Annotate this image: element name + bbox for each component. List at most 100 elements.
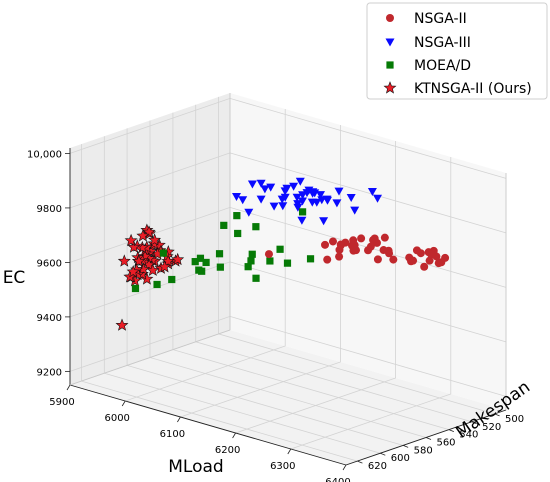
grid-line-x [290, 157, 452, 450]
point-ktnsga-ii-ours [126, 265, 140, 278]
legend-label-ktnsga-ii: KTNSGA-II (Ours) [414, 81, 532, 97]
x-tick-mark [287, 448, 292, 455]
legend: NSGA-II NSGA-III MOEA/D KTNSGA-II (Ours) [366, 2, 548, 100]
point-nsga-ii [323, 255, 332, 264]
point-nsga-iii [293, 200, 303, 209]
point-ktnsga-ii-ours [132, 254, 146, 267]
z-tick-label: 9800 [37, 204, 62, 215]
point-nsga-ii [264, 250, 273, 259]
grid-line-x [235, 141, 397, 434]
x-axis-title: MLoad [168, 457, 223, 477]
y-tick-label: 580 [414, 445, 433, 456]
x-tick-label: 6200 [215, 445, 240, 456]
z-tick-label: 9200 [37, 367, 62, 378]
y-tick-mark [471, 421, 477, 425]
point-nsga-iii [298, 191, 308, 200]
point-ktnsga-ii-ours [115, 318, 129, 331]
point-nsga-iii [278, 202, 288, 211]
legend-label-nsga-ii: NSGA-II [414, 11, 467, 27]
y-tick-label: 620 [368, 461, 387, 472]
point-nsga-ii [412, 246, 421, 255]
y-tick-mark [357, 460, 363, 464]
point-nsga-iii [302, 189, 312, 198]
point-moea-d [216, 263, 224, 271]
y-tick-label: 560 [436, 438, 455, 449]
point-ktnsga-ii-ours [148, 233, 162, 246]
legend-box [366, 2, 548, 100]
z-ticks: 9200 9400 9600 9800 10,000 [27, 149, 70, 378]
point-nsga-iii [346, 194, 356, 202]
x-tick-label: 6000 [104, 413, 129, 424]
point-moea-d [276, 245, 284, 253]
point-nsga-ii [425, 256, 434, 265]
point-moea-d [283, 259, 292, 267]
point-nsga-iii [256, 195, 266, 204]
point-nsga-iii [277, 195, 287, 204]
grid-line-x [180, 125, 341, 418]
point-nsga-ii [349, 236, 358, 245]
point-moea-d [247, 257, 255, 265]
point-nsga-iii [367, 188, 377, 196]
legend-marker-moea-d [386, 61, 394, 69]
point-nsga-ii [357, 234, 366, 243]
point-moea-d [244, 263, 252, 271]
point-ktnsga-ii-ours [127, 240, 141, 253]
point-nsga-iii [350, 206, 360, 215]
point-nsga-iii [238, 196, 248, 205]
point-ktnsga-ii-ours [158, 260, 172, 273]
point-nsga-ii [373, 255, 382, 264]
point-nsga-ii [409, 256, 418, 265]
point-ktnsga-ii-ours [161, 254, 175, 267]
point-moea-d [248, 250, 256, 258]
point-nsga-ii [389, 255, 398, 264]
point-moea-d [131, 284, 140, 293]
point-nsga-iii [317, 196, 327, 205]
point-ktnsga-ii-ours [124, 233, 138, 247]
point-nsga-ii [420, 262, 429, 271]
point-nsga-iii [316, 191, 325, 200]
point-nsga-ii [380, 233, 389, 242]
point-ktnsga-ii-ours [136, 262, 150, 275]
point-moea-d [195, 266, 203, 274]
x-tick-mark [177, 416, 181, 423]
point-nsga-ii [328, 237, 337, 246]
point-nsga-ii [385, 249, 394, 258]
x-tick-mark [121, 400, 126, 407]
z-tick-label: 9600 [37, 258, 62, 269]
x-tick-label: 6100 [160, 429, 185, 440]
point-moea-d [215, 250, 224, 258]
point-nsga-iii [260, 185, 270, 194]
x-ticks: 5900 6000 6100 6200 6300 6400 [49, 384, 351, 482]
point-ktnsga-ii-ours [136, 229, 150, 242]
point-ktnsga-ii-ours [117, 254, 131, 267]
point-ktnsga-ii-ours [142, 225, 156, 238]
y-tick-label: 520 [482, 422, 501, 433]
z-tick-label: 10,000 [27, 149, 62, 160]
x-tick-mark [66, 384, 71, 391]
point-moea-d [266, 257, 274, 265]
legend-marker-nsga-ii [386, 14, 394, 22]
point-moea-d [233, 212, 241, 220]
point-nsga-iii [298, 197, 307, 206]
legend-marker-nsga-iii [385, 38, 395, 47]
point-nsga-iii [332, 199, 342, 208]
point-nsga-ii [335, 252, 344, 261]
point-nsga-iii [292, 193, 302, 202]
point-nsga-ii [352, 246, 361, 255]
point-nsga-iii [334, 187, 344, 196]
y-tick-mark [494, 413, 500, 417]
legend-label-moea-d: MOEA/D [414, 58, 471, 74]
legend-label-nsga-iii: NSGA-III [414, 35, 471, 51]
y-tick-label: 500 [505, 414, 524, 425]
point-nsga-iii [308, 189, 318, 198]
point-moea-d [196, 254, 205, 262]
point-nsga-ii [427, 250, 436, 259]
point-nsga-iii [256, 179, 266, 188]
x-tick-label: 6300 [270, 461, 295, 472]
point-nsga-ii [370, 234, 379, 243]
point-nsga-iii [295, 177, 305, 186]
point-nsga-iii [232, 193, 241, 201]
y-tick-mark [380, 452, 386, 456]
